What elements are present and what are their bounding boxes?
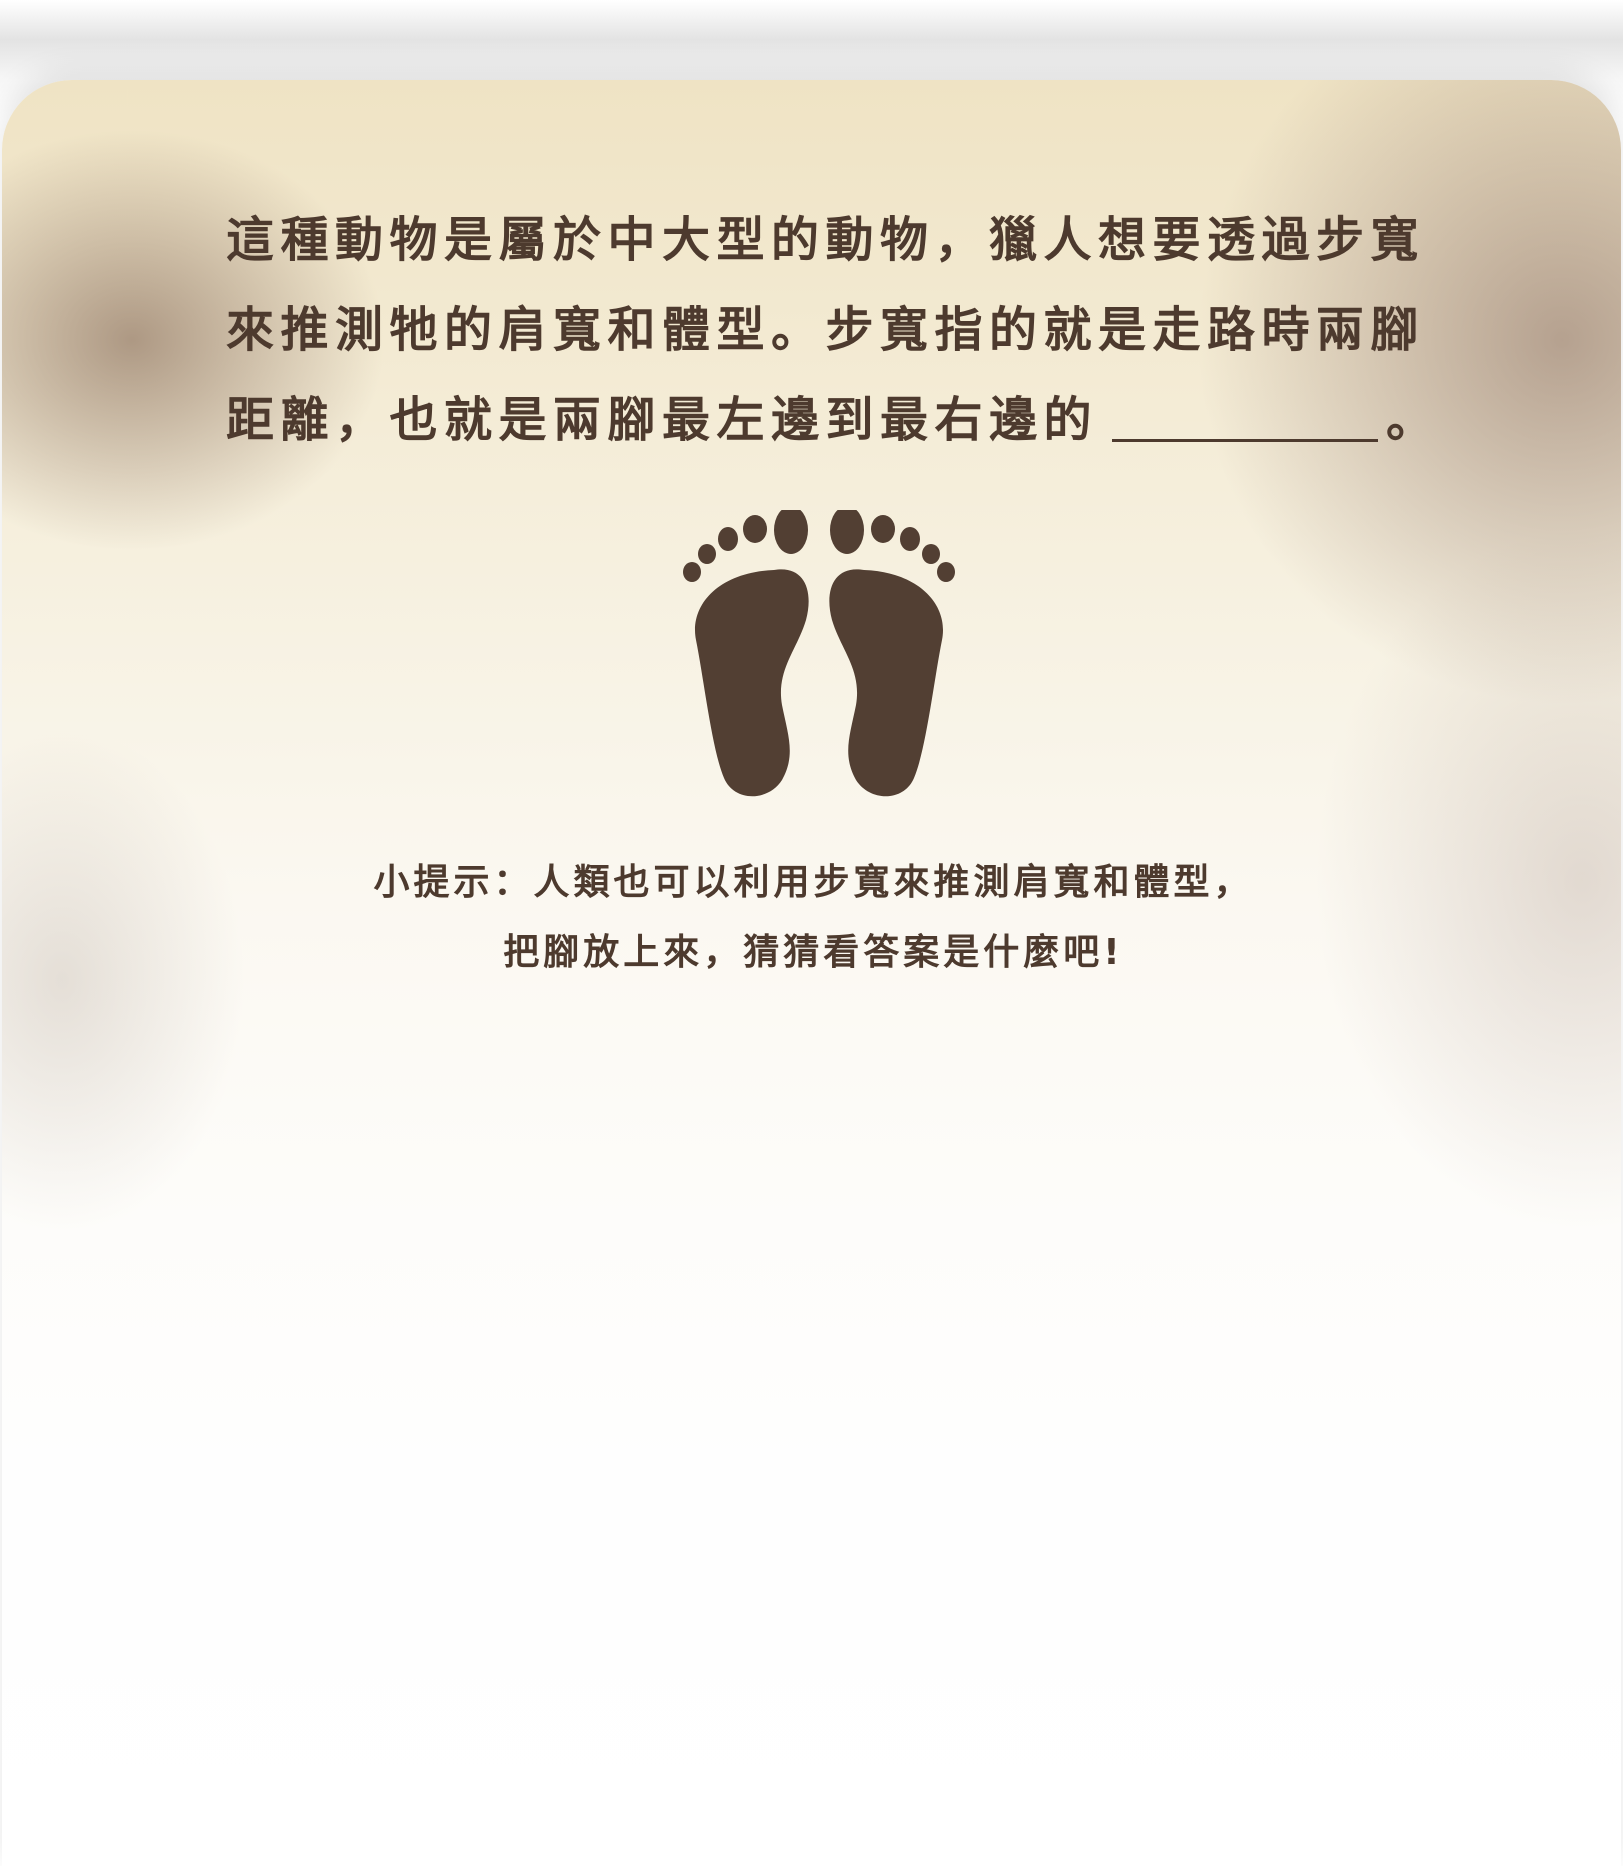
hint-line-2: 把腳放上來，猜猜看答案是什麼吧! [503, 932, 1124, 973]
question-card: 這種動物是屬於中大型的動物，獵人想要透過步寬 來推測牠的肩寬和體型。步寬指的就是… [2, 80, 1621, 1866]
left-foot-toe-3 [718, 527, 738, 551]
left-foot-toe-1 [774, 510, 808, 554]
right-foot-toe-2 [871, 515, 895, 543]
question-line-2: 來推測牠的肩寬和體型。步寬指的就是走路時兩腳 [226, 302, 1426, 358]
right-foot-sole-icon [829, 569, 944, 797]
answer-blank [1112, 391, 1379, 442]
question-line-3-end: 。 [1386, 392, 1441, 448]
right-foot-toe-5 [937, 562, 955, 582]
left-foot-sole-icon [694, 569, 809, 797]
right-foot-toe-3 [900, 527, 920, 551]
footprints-icon[interactable] [664, 510, 974, 810]
left-foot-toe-4 [698, 544, 716, 564]
right-foot-toe-4 [922, 544, 940, 564]
hint-text: 小提示：人類也可以利用步寬來推測肩寬和體型， 把腳放上來，猜猜看答案是什麼吧! [2, 848, 1621, 988]
left-foot-toe-2 [743, 515, 767, 543]
question-line-3-text: 距離，也就是兩腳最左邊到最右邊的 [226, 392, 1099, 448]
hint-line-1: 小提示：人類也可以利用步寬來推測肩寬和體型， [373, 862, 1254, 903]
question-line-3: 距離，也就是兩腳最左邊到最右邊的。 [226, 375, 1434, 465]
right-foot-toe-1 [830, 510, 864, 554]
left-foot-toe-5 [683, 562, 701, 582]
question-text: 這種動物是屬於中大型的動物，獵人想要透過步寬 來推測牠的肩寬和體型。步寬指的就是… [226, 195, 1434, 465]
question-line-1: 這種動物是屬於中大型的動物，獵人想要透過步寬 [226, 212, 1426, 268]
